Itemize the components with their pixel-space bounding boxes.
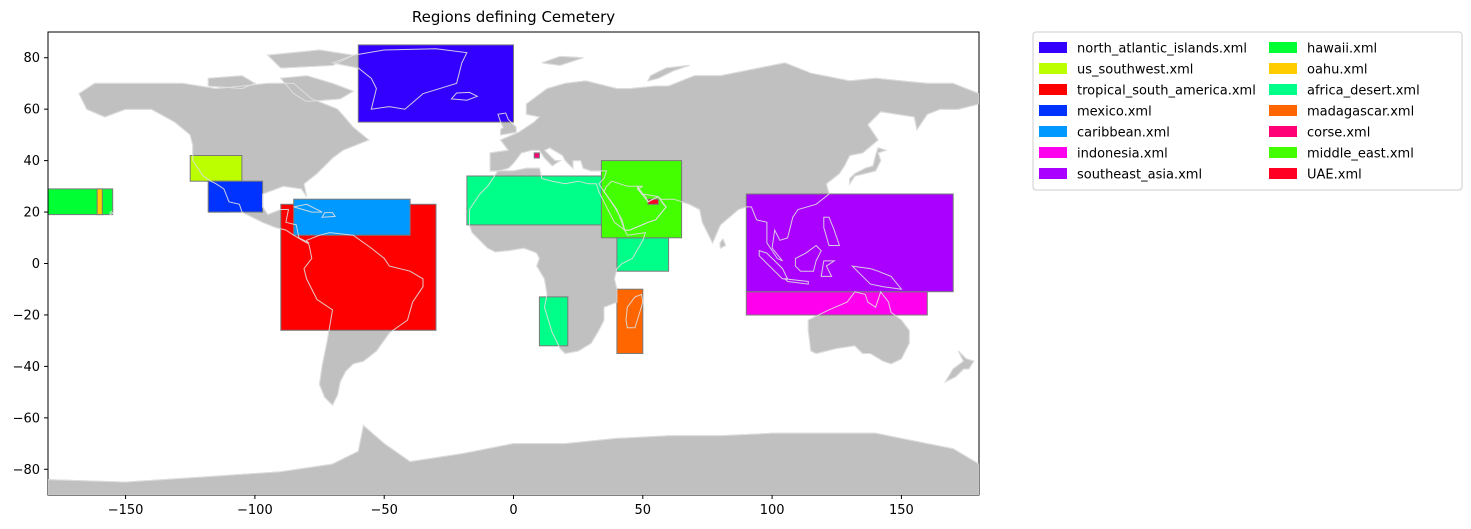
region-uae xyxy=(647,198,659,205)
region-caribbean xyxy=(293,198,411,236)
legend-label: indonesia.xml xyxy=(1077,147,1168,162)
legend-label: north_atlantic_islands.xml xyxy=(1077,42,1247,57)
coastline-south-america xyxy=(303,232,424,406)
legend-swatch xyxy=(1269,105,1297,116)
y-tick-label: 60 xyxy=(23,103,40,118)
region-hawaii xyxy=(48,188,114,216)
coastline-novaya-zemlya xyxy=(647,64,690,82)
coastline-hispaniola xyxy=(321,212,337,218)
region-southeast-asia xyxy=(745,193,954,293)
coastline-iceland xyxy=(450,91,479,101)
region-corse xyxy=(533,152,540,159)
x-tick-label: 0 xyxy=(509,503,517,518)
y-tick-label: −20 xyxy=(13,308,40,323)
coastline-africa xyxy=(469,167,647,355)
coastline-ellesmere xyxy=(266,49,355,69)
legend-label: africa_desert.xml xyxy=(1307,84,1420,99)
coastline-svalbard xyxy=(541,55,584,66)
coastline-antarctica xyxy=(48,424,979,495)
legend-label: caribbean.xml xyxy=(1077,126,1170,141)
legend-label: us_southwest.xml xyxy=(1077,63,1193,78)
legend-label: corse.xml xyxy=(1307,126,1370,141)
region-mexico xyxy=(207,180,264,213)
legend-swatch xyxy=(1269,168,1297,179)
region-north-atlantic-islands xyxy=(357,44,514,123)
region-madagascar xyxy=(616,288,644,355)
legend-swatch xyxy=(1039,168,1067,179)
x-tick-label: 50 xyxy=(635,503,652,518)
region-patch-africa-desert xyxy=(538,296,569,347)
coastline-baffin xyxy=(279,75,355,103)
coastline-hawaii-island xyxy=(109,210,114,216)
legend-swatch xyxy=(1039,105,1067,116)
coastline-australia xyxy=(807,290,910,365)
legend-label: oahu.xml xyxy=(1307,63,1368,78)
coastline-madagascar xyxy=(625,293,644,329)
legend-swatch xyxy=(1039,84,1067,95)
legend-label: mexico.xml xyxy=(1077,105,1152,120)
legend-label: tropical_south_america.xml xyxy=(1077,84,1256,99)
region-indonesia xyxy=(745,291,928,316)
legend-swatch xyxy=(1269,147,1297,158)
region-patch-africa-desert xyxy=(616,237,670,272)
y-tick-label: −60 xyxy=(13,411,40,426)
legend: north_atlantic_islands.xml us_southwest.x… xyxy=(1032,31,1463,191)
coastline-eurasia xyxy=(489,62,979,262)
coastline-sri-lanka xyxy=(719,238,727,249)
coastline-uk xyxy=(497,112,517,136)
chart-title: Regions defining Cemetery xyxy=(412,8,615,26)
x-tick-label: −50 xyxy=(370,503,397,518)
y-tick-label: 20 xyxy=(23,206,40,221)
region-layer xyxy=(48,44,954,355)
region-oahu xyxy=(96,188,103,216)
coastline-north-america xyxy=(78,82,370,244)
y-tick-label: 40 xyxy=(23,154,40,169)
region-us-southwest xyxy=(189,155,243,182)
y-tick-label: 80 xyxy=(23,51,40,66)
coastline-arabia xyxy=(603,180,667,231)
x-axis: −150 −100 −50 0 50 100 150 xyxy=(108,495,914,518)
x-tick-label: −100 xyxy=(237,503,273,518)
coastline-java xyxy=(783,278,809,285)
legend-swatch xyxy=(1269,126,1297,137)
y-tick-label: 0 xyxy=(32,257,40,272)
coastline-layer xyxy=(48,48,979,495)
legend-label: madagascar.xml xyxy=(1307,105,1414,120)
legend-swatch xyxy=(1039,126,1067,137)
legend-frame xyxy=(1032,31,1463,191)
y-tick-label: −40 xyxy=(13,360,40,375)
y-tick-label: −80 xyxy=(13,463,40,478)
y-axis: −80 −60 −40 −20 0 20 40 60 80 xyxy=(13,51,48,478)
coastline-new-zealand xyxy=(944,350,975,384)
legend-label: UAE.xml xyxy=(1307,168,1362,183)
coastline-sulawesi xyxy=(820,260,836,277)
legend-swatch xyxy=(1269,63,1297,74)
x-tick-label: −150 xyxy=(108,503,144,518)
coastline-victoria-island xyxy=(207,75,257,90)
coastline-greenland xyxy=(330,48,468,110)
coastline-japan xyxy=(849,147,888,186)
x-tick-label: 100 xyxy=(760,503,785,518)
coastline-cuba xyxy=(293,203,323,213)
legend-swatch xyxy=(1039,147,1067,158)
coastline-new-guinea xyxy=(850,265,903,290)
coastline-borneo xyxy=(794,244,822,272)
legend-swatch xyxy=(1039,42,1067,53)
x-tick-label: 150 xyxy=(889,503,914,518)
legend-label: middle_east.xml xyxy=(1307,147,1414,162)
legend-label: southeast_asia.xml xyxy=(1077,168,1202,183)
legend-swatch xyxy=(1269,42,1297,53)
legend-swatch xyxy=(1269,84,1297,95)
legend-swatch xyxy=(1039,63,1067,74)
legend-label: hawaii.xml xyxy=(1307,42,1377,57)
coastline-philippines xyxy=(823,216,841,246)
